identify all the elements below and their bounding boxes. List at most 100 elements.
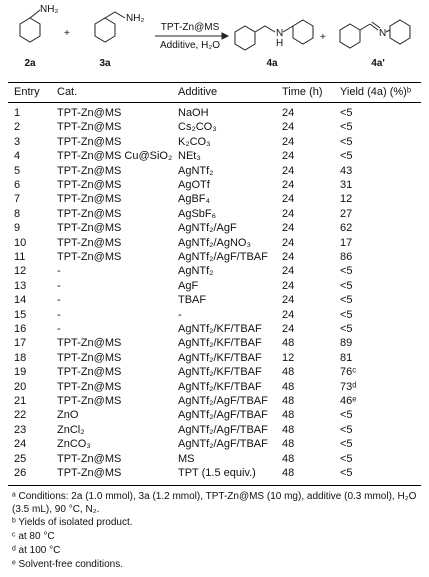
- table-cell: <5: [340, 409, 353, 422]
- table-cell: TPT-Zn@MS: [57, 380, 122, 393]
- table-cell: 24: [282, 265, 295, 278]
- table-cell: <5: [340, 121, 353, 134]
- table-cell: <5: [340, 279, 353, 292]
- table-cell: AgF: [178, 279, 199, 292]
- table-cell: 48: [282, 366, 295, 379]
- table-cell: <5: [340, 467, 353, 479]
- table-cell: TPT-Zn@MS: [57, 121, 122, 134]
- table-cell: 4: [14, 150, 21, 163]
- table-cell: 24: [282, 193, 295, 206]
- table-cell: -: [57, 279, 61, 292]
- table-cell: AgOTf: [178, 179, 210, 191]
- table-cell: 24: [282, 107, 295, 119]
- table-cell: -: [57, 294, 61, 307]
- table-cell: 24: [282, 150, 295, 163]
- table-cell: 31: [340, 179, 353, 191]
- table-cell: 19: [14, 366, 27, 379]
- table-cell: 24: [14, 438, 27, 451]
- compound-label: 2a: [24, 58, 36, 69]
- atom-label: N: [379, 28, 386, 39]
- table-cell: -: [57, 308, 61, 321]
- table-cell: ZnO: [57, 409, 79, 422]
- table-cell: 5: [14, 164, 21, 177]
- table-cell: 24: [282, 135, 295, 148]
- table-cell: -: [57, 323, 61, 335]
- table-cell: 17: [14, 337, 27, 350]
- table-cell: <5: [340, 423, 353, 436]
- table-cell: -: [57, 265, 61, 278]
- table-cell: 21: [14, 395, 27, 407]
- table-cell: 73ᵈ: [340, 380, 357, 393]
- table-cell: AgNTf₂/KF/TBAF: [178, 323, 262, 335]
- structure: [19, 9, 411, 51]
- table-cell: TPT-Zn@MS Cu@SiO₂: [57, 150, 173, 163]
- column-header: Time (h): [282, 86, 323, 98]
- table-cell: TPT-Zn@MS: [57, 107, 122, 119]
- group-label: NH₂: [40, 4, 58, 15]
- table-cell: 14: [14, 294, 27, 307]
- table-cell: <5: [340, 294, 353, 307]
- table-cell: TPT-Zn@MS: [57, 222, 122, 235]
- condition: TPT-Zn@MS: [161, 22, 220, 33]
- table-cell: AgNTf₂/KF/TBAF: [178, 366, 262, 379]
- table-cell: AgBF₄: [178, 193, 211, 206]
- column-header: Entry: [14, 86, 40, 98]
- table-cell: 48: [282, 395, 295, 407]
- table-cell: 48: [282, 452, 295, 465]
- table-cell: TPT-Zn@MS: [57, 179, 122, 191]
- table-cell: TBAF: [178, 294, 207, 307]
- table-cell: 24: [282, 323, 295, 335]
- footnote: ᵇ Yields of isolated product.: [12, 517, 133, 528]
- table-cell: MS: [178, 452, 195, 465]
- table-cell: 43: [340, 164, 353, 177]
- table-cell: 48: [282, 409, 295, 422]
- table-cell: 24: [282, 164, 295, 177]
- table-cell: AgNTf₂: [178, 164, 214, 177]
- table-rule: [8, 82, 421, 83]
- footnote: ᵈ at 100 °C: [12, 545, 61, 556]
- table-cell: 20: [14, 380, 27, 393]
- footnote: ᵃ Conditions: 2a (1.0 mmol), 3a (1.2 mmo…: [12, 491, 417, 515]
- table-cell: <5: [340, 323, 353, 335]
- column-header: Additive: [178, 86, 218, 98]
- table-cell: 13: [14, 279, 27, 292]
- table-cell: <5: [340, 135, 353, 148]
- table-cell: 48: [282, 438, 295, 451]
- table-cell: 24: [282, 222, 295, 235]
- table-cell: Cs₂CO₃: [178, 121, 217, 134]
- table-rule: [8, 102, 421, 103]
- table-cell: TPT-Zn@MS: [57, 467, 122, 479]
- table-cell: 12: [282, 351, 295, 364]
- table-cell: TPT-Zn@MS: [57, 164, 122, 177]
- compound-label: 4a: [266, 58, 278, 69]
- table-cell: TPT-Zn@MS: [57, 193, 122, 206]
- condition: Additive, H₂O: [160, 40, 220, 51]
- plus: +: [320, 32, 326, 43]
- table-cell: 24: [282, 179, 295, 191]
- table-cell: ZnCO₃: [57, 438, 91, 451]
- table-cell: TPT-Zn@MS: [57, 366, 122, 379]
- table-cell: AgNTf₂/KF/TBAF: [178, 337, 262, 350]
- table-cell: 12: [14, 265, 27, 278]
- table-cell: <5: [340, 150, 353, 163]
- table-cell: 2: [14, 121, 21, 134]
- table-cell: TPT-Zn@MS: [57, 251, 122, 263]
- table-cell: AgNTf₂: [178, 265, 214, 278]
- table-cell: AgSbF₆: [178, 207, 217, 220]
- footnote: ᶜ at 80 °C: [12, 531, 55, 542]
- table-cell: TPT-Zn@MS: [57, 207, 122, 220]
- table-cell: 12: [340, 193, 353, 206]
- group-label: NH₂: [126, 13, 144, 24]
- table-cell: 7: [14, 193, 21, 206]
- table-cell: AgNTf₂/AgF/TBAF: [178, 395, 268, 407]
- atom-label: H: [276, 38, 283, 49]
- table-cell: TPT-Zn@MS: [57, 452, 122, 465]
- table-cell: 24: [282, 121, 295, 134]
- table-cell: AgNTf₂/KF/TBAF: [178, 351, 262, 364]
- table-cell: 48: [282, 423, 295, 436]
- compound-label: 4a': [371, 58, 385, 69]
- table-cell: 48: [282, 380, 295, 393]
- table-cell: 24: [282, 294, 295, 307]
- table-cell: 23: [14, 423, 27, 436]
- column-header: Cat.: [57, 86, 78, 98]
